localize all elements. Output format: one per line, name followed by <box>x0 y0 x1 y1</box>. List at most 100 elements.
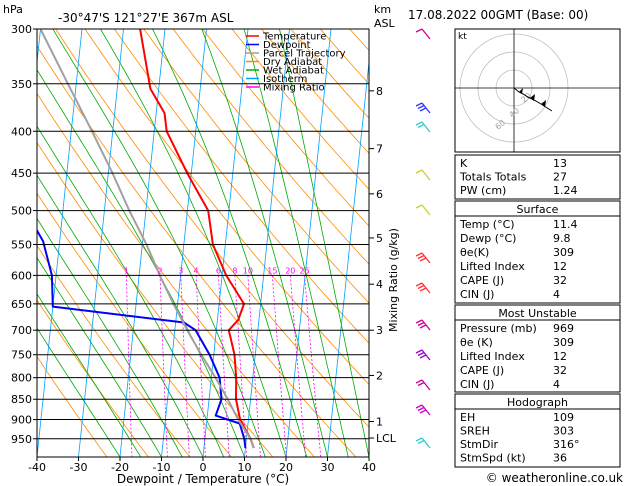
index-label: θe (K) <box>460 336 493 349</box>
isobars <box>37 28 369 440</box>
pressure-tick-label: 700 <box>11 324 32 337</box>
index-label: CIN (J) <box>460 378 494 391</box>
wind-barb <box>421 379 431 391</box>
mixing-ratio-line <box>218 275 230 457</box>
index-label: PW (cm) <box>460 184 506 197</box>
wind-barb <box>421 121 431 133</box>
wind-barb-flag <box>419 354 427 359</box>
mixing-ratio-lines <box>126 275 322 457</box>
copyright-label: © weatheronline.co.uk <box>486 471 623 485</box>
wind-barb-flag <box>415 379 423 384</box>
temperature-axis: -40 -30 -20 -10 0 10 20 30 40 <box>28 457 376 474</box>
wind-barb <box>421 204 431 216</box>
index-value: 12 <box>553 350 567 363</box>
wind-barb-flag <box>415 169 423 174</box>
height-tick-label: 1 <box>376 416 383 429</box>
dry-adiabat <box>202 29 369 227</box>
mixing-ratio-line <box>247 275 261 457</box>
mixing-ratio-label: 6 <box>216 266 221 275</box>
wind-barb-flag <box>417 104 425 110</box>
index-value: 9.8 <box>553 232 571 245</box>
temperature-tick-label: 30 <box>321 461 335 474</box>
wind-barb-flag <box>415 121 423 126</box>
legend-label: Dry Adiabat <box>263 57 322 68</box>
mixing-ratio-label: 8 <box>232 266 237 275</box>
dry-adiabat <box>84 29 369 386</box>
height-tick-label: 2 <box>376 369 383 382</box>
isotherm <box>327 58 369 457</box>
wind-barb <box>421 169 431 181</box>
wind-barb-flag <box>415 28 423 33</box>
height-tick-label: 3 <box>376 324 383 337</box>
index-label: Lifted Index <box>460 260 525 273</box>
profile-series <box>37 29 255 449</box>
index-value: 13 <box>553 157 567 170</box>
wind-barb-flag <box>417 284 425 290</box>
dry-adiabat <box>37 355 108 457</box>
wind-barb-flag <box>417 351 425 357</box>
legend-label: Dewpoint <box>263 40 311 51</box>
mixing-ratio-line <box>304 275 322 457</box>
legend-label: Parcel Trajectory <box>263 49 346 60</box>
dry-adiabat <box>37 192 232 457</box>
index-label: StmSpd (kt) <box>460 452 526 465</box>
index-value: 316° <box>553 438 580 451</box>
index-label: K <box>460 157 468 170</box>
index-value: 12 <box>553 260 567 273</box>
wind-barb <box>421 28 431 40</box>
index-label: θe(K) <box>460 246 489 259</box>
wind-barb <box>421 437 431 449</box>
index-value: 27 <box>553 171 567 184</box>
section-title: Hodograph <box>507 396 568 409</box>
mixing-ratio-label: 1 <box>124 266 129 275</box>
temperature-tick-label: -20 <box>111 461 129 474</box>
index-value: 4 <box>553 378 560 391</box>
index-value: 109 <box>553 411 574 424</box>
indices-box-surface <box>454 200 621 304</box>
location-label: -30°47'S 121°27'E 367m ASL <box>58 11 234 25</box>
wind-barb-flag <box>415 437 423 442</box>
index-value: 4 <box>553 288 560 301</box>
temperature-tick-label: 20 <box>279 461 293 474</box>
dry-adiabat <box>143 29 369 304</box>
indices-table: K 13 Totals Totals 27 PW (cm) 1.24 SurfaceTemp… <box>454 154 621 468</box>
pressure-tick-label: 850 <box>11 393 32 406</box>
wind-barb-flag <box>419 409 427 414</box>
pressure-tick-label: 900 <box>11 414 32 427</box>
wind-barb-flag <box>417 439 425 445</box>
wet-adiabat <box>52 29 266 457</box>
index-label: StmDir <box>460 438 499 451</box>
mixing-ratio-label: 20 <box>285 266 295 275</box>
mixing-ratio-line <box>126 275 133 457</box>
indices-box-hodograph <box>454 393 621 468</box>
index-value: 309 <box>553 246 574 259</box>
wind-barb-flag <box>417 254 425 260</box>
index-label: CAPE (J) <box>460 274 504 287</box>
series-line <box>139 29 255 449</box>
index-label: SREH <box>460 425 490 438</box>
pressure-tick-label: 400 <box>11 125 32 138</box>
mixing-ratio-label: 15 <box>267 266 277 275</box>
height-tick-label: 4 <box>376 278 383 291</box>
temperature-tick-label: 0 <box>200 461 207 474</box>
index-label: Pressure (mb) <box>460 322 537 335</box>
wind-barb-flag <box>415 102 423 107</box>
height-tick-label: 5 <box>376 232 383 245</box>
legend-label: Wet Adiabat <box>263 66 324 77</box>
index-value: 303 <box>553 425 574 438</box>
dry-adiabat <box>172 29 369 265</box>
mixing-ratio-label: 4 <box>194 266 199 275</box>
wind-barb-flag <box>417 321 425 327</box>
wind-barb-flag <box>419 257 427 262</box>
mixing-ratio-line <box>289 275 306 457</box>
mixing-ratio-line <box>234 275 247 457</box>
mixing-ratio-label: 25 <box>300 266 310 275</box>
mixing-ratio-line <box>159 275 168 457</box>
dry-adiabat <box>261 29 369 154</box>
pressure-axis: 300 350 400 450 500 550 600 650 700 750 800 850 900 9… <box>11 23 37 446</box>
pressure-tick-label: 500 <box>11 205 32 218</box>
legend-label: Temperature <box>262 32 326 43</box>
wet-adiabat <box>37 125 225 457</box>
